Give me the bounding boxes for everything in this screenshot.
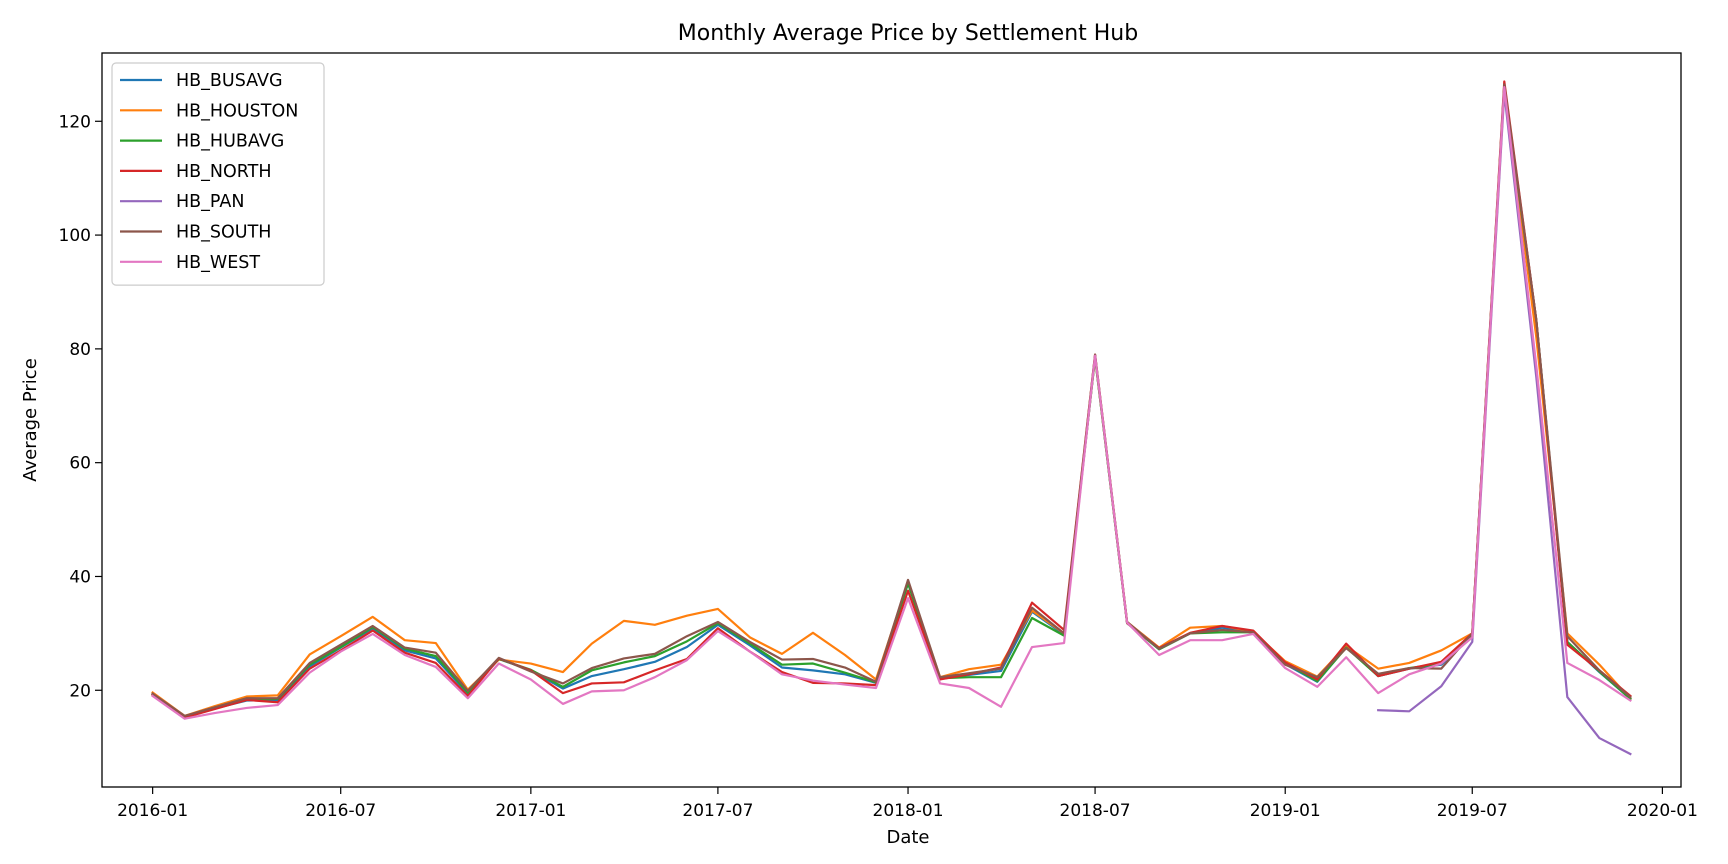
series-line-hb-north — [151, 80, 1632, 719]
y-tick-label: 100 — [59, 226, 91, 246]
x-tick-label: 2017-01 — [495, 801, 566, 821]
legend-label: HB_NORTH — [176, 162, 272, 182]
y-axis: 20 40 60 80 100 120 — [59, 112, 102, 701]
series-layer — [151, 80, 1632, 756]
x-tick-label: 2020-01 — [1627, 801, 1698, 821]
legend-label: HB_WEST — [176, 253, 260, 273]
y-tick-label: 20 — [69, 681, 91, 701]
x-tick-label: 2016-01 — [117, 801, 188, 821]
legend-label: HB_PAN — [176, 192, 244, 212]
x-tick-label: 2018-07 — [1060, 801, 1131, 821]
x-tick-label: 2018-01 — [873, 801, 944, 821]
legend-label: HB_HOUSTON — [176, 101, 298, 121]
legend-label: HB_BUSAVG — [176, 71, 283, 91]
y-tick-label: 60 — [69, 454, 91, 474]
legend-label: HB_SOUTH — [176, 223, 271, 243]
plot-frame — [101, 52, 1682, 788]
x-axis: 2016-01 2016-07 2017-01 2017-07 2018-01 2018-… — [117, 787, 1698, 821]
chart-title: Monthly Average Price by Settlement Hub — [678, 21, 1138, 46]
legend-box — [111, 62, 325, 286]
series-line-hb-south — [151, 83, 1632, 717]
x-tick-label: 2017-07 — [682, 801, 753, 821]
y-tick-label: 120 — [59, 112, 91, 132]
x-axis-label: Date — [886, 827, 929, 848]
y-axis-label: Average Price — [20, 358, 41, 482]
y-tick-label: 80 — [69, 340, 91, 360]
x-tick-label: 2019-01 — [1250, 801, 1321, 821]
series-line-hb-west — [151, 86, 1632, 720]
legend-label: HB_HUBAVG — [176, 132, 284, 152]
x-tick-label: 2016-07 — [305, 801, 376, 821]
x-tick-label: 2019-07 — [1437, 801, 1508, 821]
legend: HB_BUSAVG HB_HOUSTON HB_HUBAVG HB_NORTH HB_P… — [111, 62, 325, 286]
y-tick-label: 40 — [69, 567, 91, 587]
